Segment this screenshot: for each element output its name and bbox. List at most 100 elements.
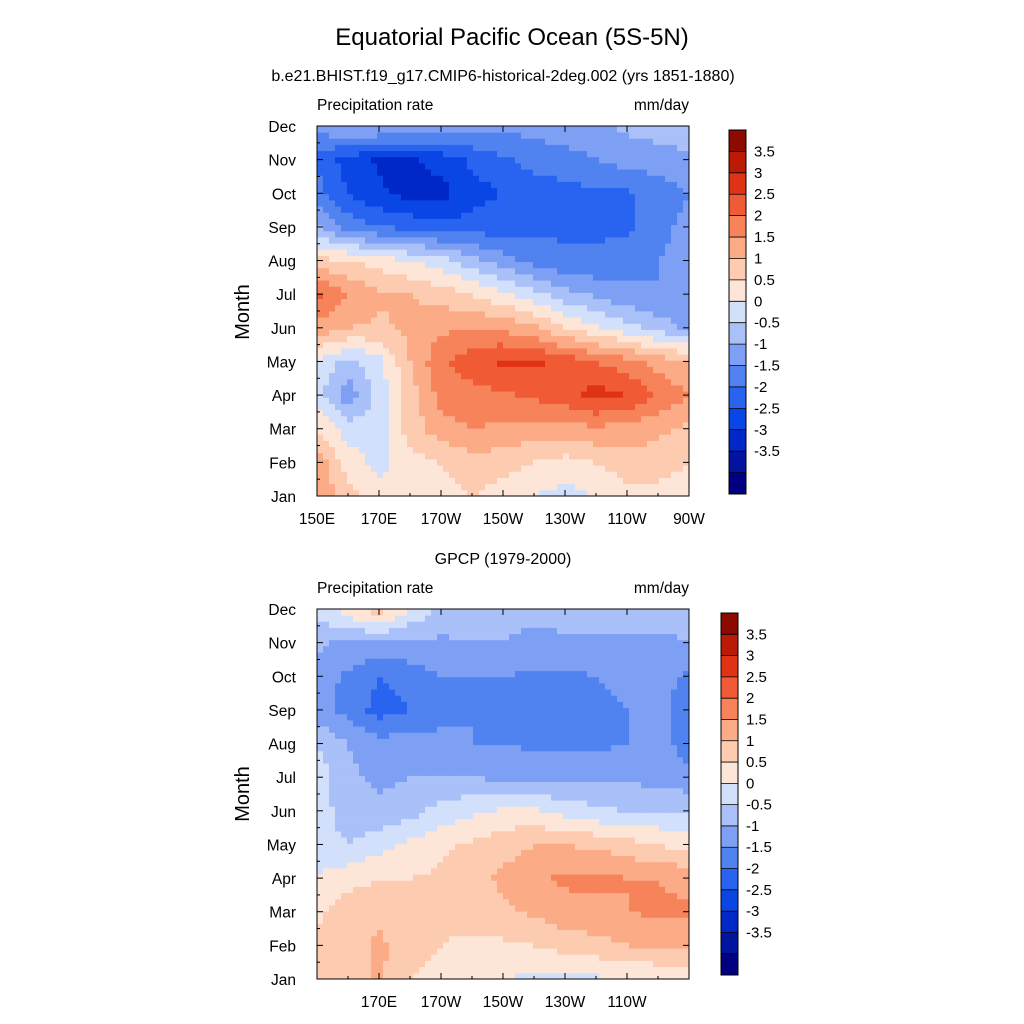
heatmap-cell xyxy=(665,886,672,894)
heatmap-cell xyxy=(395,360,402,367)
heatmap-cell xyxy=(677,224,684,232)
heatmap-cell xyxy=(347,292,354,300)
heatmap-cell xyxy=(611,286,618,293)
heatmap-cell xyxy=(563,237,570,244)
heatmap-cell xyxy=(671,144,678,152)
heatmap-cell xyxy=(617,144,624,152)
heatmap-cell xyxy=(509,465,516,472)
heatmap-cell xyxy=(365,280,372,287)
heatmap-cell xyxy=(323,911,330,918)
heatmap-cell xyxy=(551,212,558,219)
heatmap-cell xyxy=(359,378,366,386)
heatmap-cell xyxy=(551,317,558,324)
heatmap-cell xyxy=(419,923,426,931)
heatmap-cell xyxy=(383,929,390,937)
heatmap-cell xyxy=(455,218,462,226)
heatmap-cell xyxy=(521,311,528,318)
heatmap-cell xyxy=(527,341,534,349)
heatmap-cell xyxy=(683,224,690,232)
heatmap-cell xyxy=(335,354,342,361)
heatmap-cell xyxy=(323,163,330,170)
heatmap-cell xyxy=(539,948,546,955)
heatmap-cell xyxy=(575,224,582,232)
heatmap-cell xyxy=(449,317,456,324)
heatmap-cell xyxy=(431,905,438,912)
heatmap-cell xyxy=(545,175,552,182)
heatmap-cell xyxy=(341,477,348,485)
heatmap-cell xyxy=(329,138,336,145)
heatmap-cell xyxy=(491,243,498,250)
heatmap-cell xyxy=(401,911,408,918)
heatmap-cell xyxy=(443,335,450,343)
heatmap-cell xyxy=(587,200,594,207)
heatmap-cell xyxy=(353,391,360,398)
heatmap-cell xyxy=(437,868,444,875)
heatmap-cell xyxy=(389,311,396,318)
heatmap-cell xyxy=(665,224,672,232)
heatmap-cell xyxy=(581,880,588,887)
heatmap-cell xyxy=(647,206,654,213)
heatmap-cell xyxy=(455,898,462,906)
heatmap-cell xyxy=(365,175,372,182)
heatmap-cell xyxy=(395,335,402,343)
heatmap-cell xyxy=(485,224,492,232)
heatmap-cell xyxy=(437,317,444,324)
heatmap-cell xyxy=(629,255,636,263)
heatmap-cell xyxy=(371,193,378,201)
heatmap-cell xyxy=(593,150,600,158)
heatmap-cell xyxy=(413,378,420,386)
heatmap-cell xyxy=(371,477,378,485)
heatmap-cell xyxy=(581,329,588,337)
heatmap-cell xyxy=(617,489,624,497)
heatmap-cell xyxy=(683,378,690,386)
heatmap-cell xyxy=(425,422,432,429)
heatmap-cell xyxy=(365,163,372,170)
heatmap-cell xyxy=(635,409,642,417)
heatmap-cell xyxy=(665,163,672,170)
heatmap-cell xyxy=(653,966,660,974)
heatmap-cell xyxy=(647,335,654,343)
heatmap-cell xyxy=(407,200,414,207)
heatmap-cell xyxy=(617,274,624,281)
heatmap-cell xyxy=(497,929,504,937)
heatmap-cell xyxy=(587,126,594,133)
heatmap-cell xyxy=(401,317,408,324)
heatmap-cell xyxy=(515,403,522,411)
heatmap-cell xyxy=(665,471,672,478)
heatmap-cell xyxy=(611,329,618,337)
heatmap-cell xyxy=(359,218,366,226)
heatmap-cell xyxy=(365,169,372,176)
heatmap-cell xyxy=(431,415,438,423)
heatmap-cell xyxy=(491,898,498,906)
heatmap-cell xyxy=(359,341,366,349)
heatmap-cell xyxy=(377,175,384,182)
heatmap-cell xyxy=(593,126,600,133)
heatmap-cell xyxy=(377,942,384,949)
heatmap-cell xyxy=(677,249,684,256)
heatmap-cell xyxy=(455,434,462,441)
heatmap-cell xyxy=(395,880,402,887)
heatmap-cell xyxy=(539,440,546,448)
heatmap-cell xyxy=(521,409,528,417)
heatmap-cell xyxy=(635,415,642,423)
heatmap-cell xyxy=(617,409,624,417)
heatmap-cell xyxy=(533,892,540,900)
heatmap-cell xyxy=(617,280,624,287)
heatmap-cell xyxy=(587,280,594,287)
heatmap-cell xyxy=(431,966,438,974)
heatmap-cell xyxy=(413,360,420,367)
heatmap-cell xyxy=(599,200,606,207)
heatmap-cell xyxy=(515,378,522,386)
heatmap-cell xyxy=(407,861,414,869)
heatmap-cell xyxy=(341,144,348,152)
heatmap-cell xyxy=(419,471,426,478)
heatmap-cell xyxy=(365,892,372,900)
heatmap-cell xyxy=(581,440,588,448)
heatmap-cell xyxy=(545,354,552,361)
heatmap-cell xyxy=(437,489,444,497)
heatmap-cell xyxy=(623,218,630,226)
heatmap-cell xyxy=(359,898,366,906)
heatmap-cell xyxy=(683,477,690,485)
heatmap-cell xyxy=(629,886,636,894)
colorbar-swatch xyxy=(729,365,746,388)
